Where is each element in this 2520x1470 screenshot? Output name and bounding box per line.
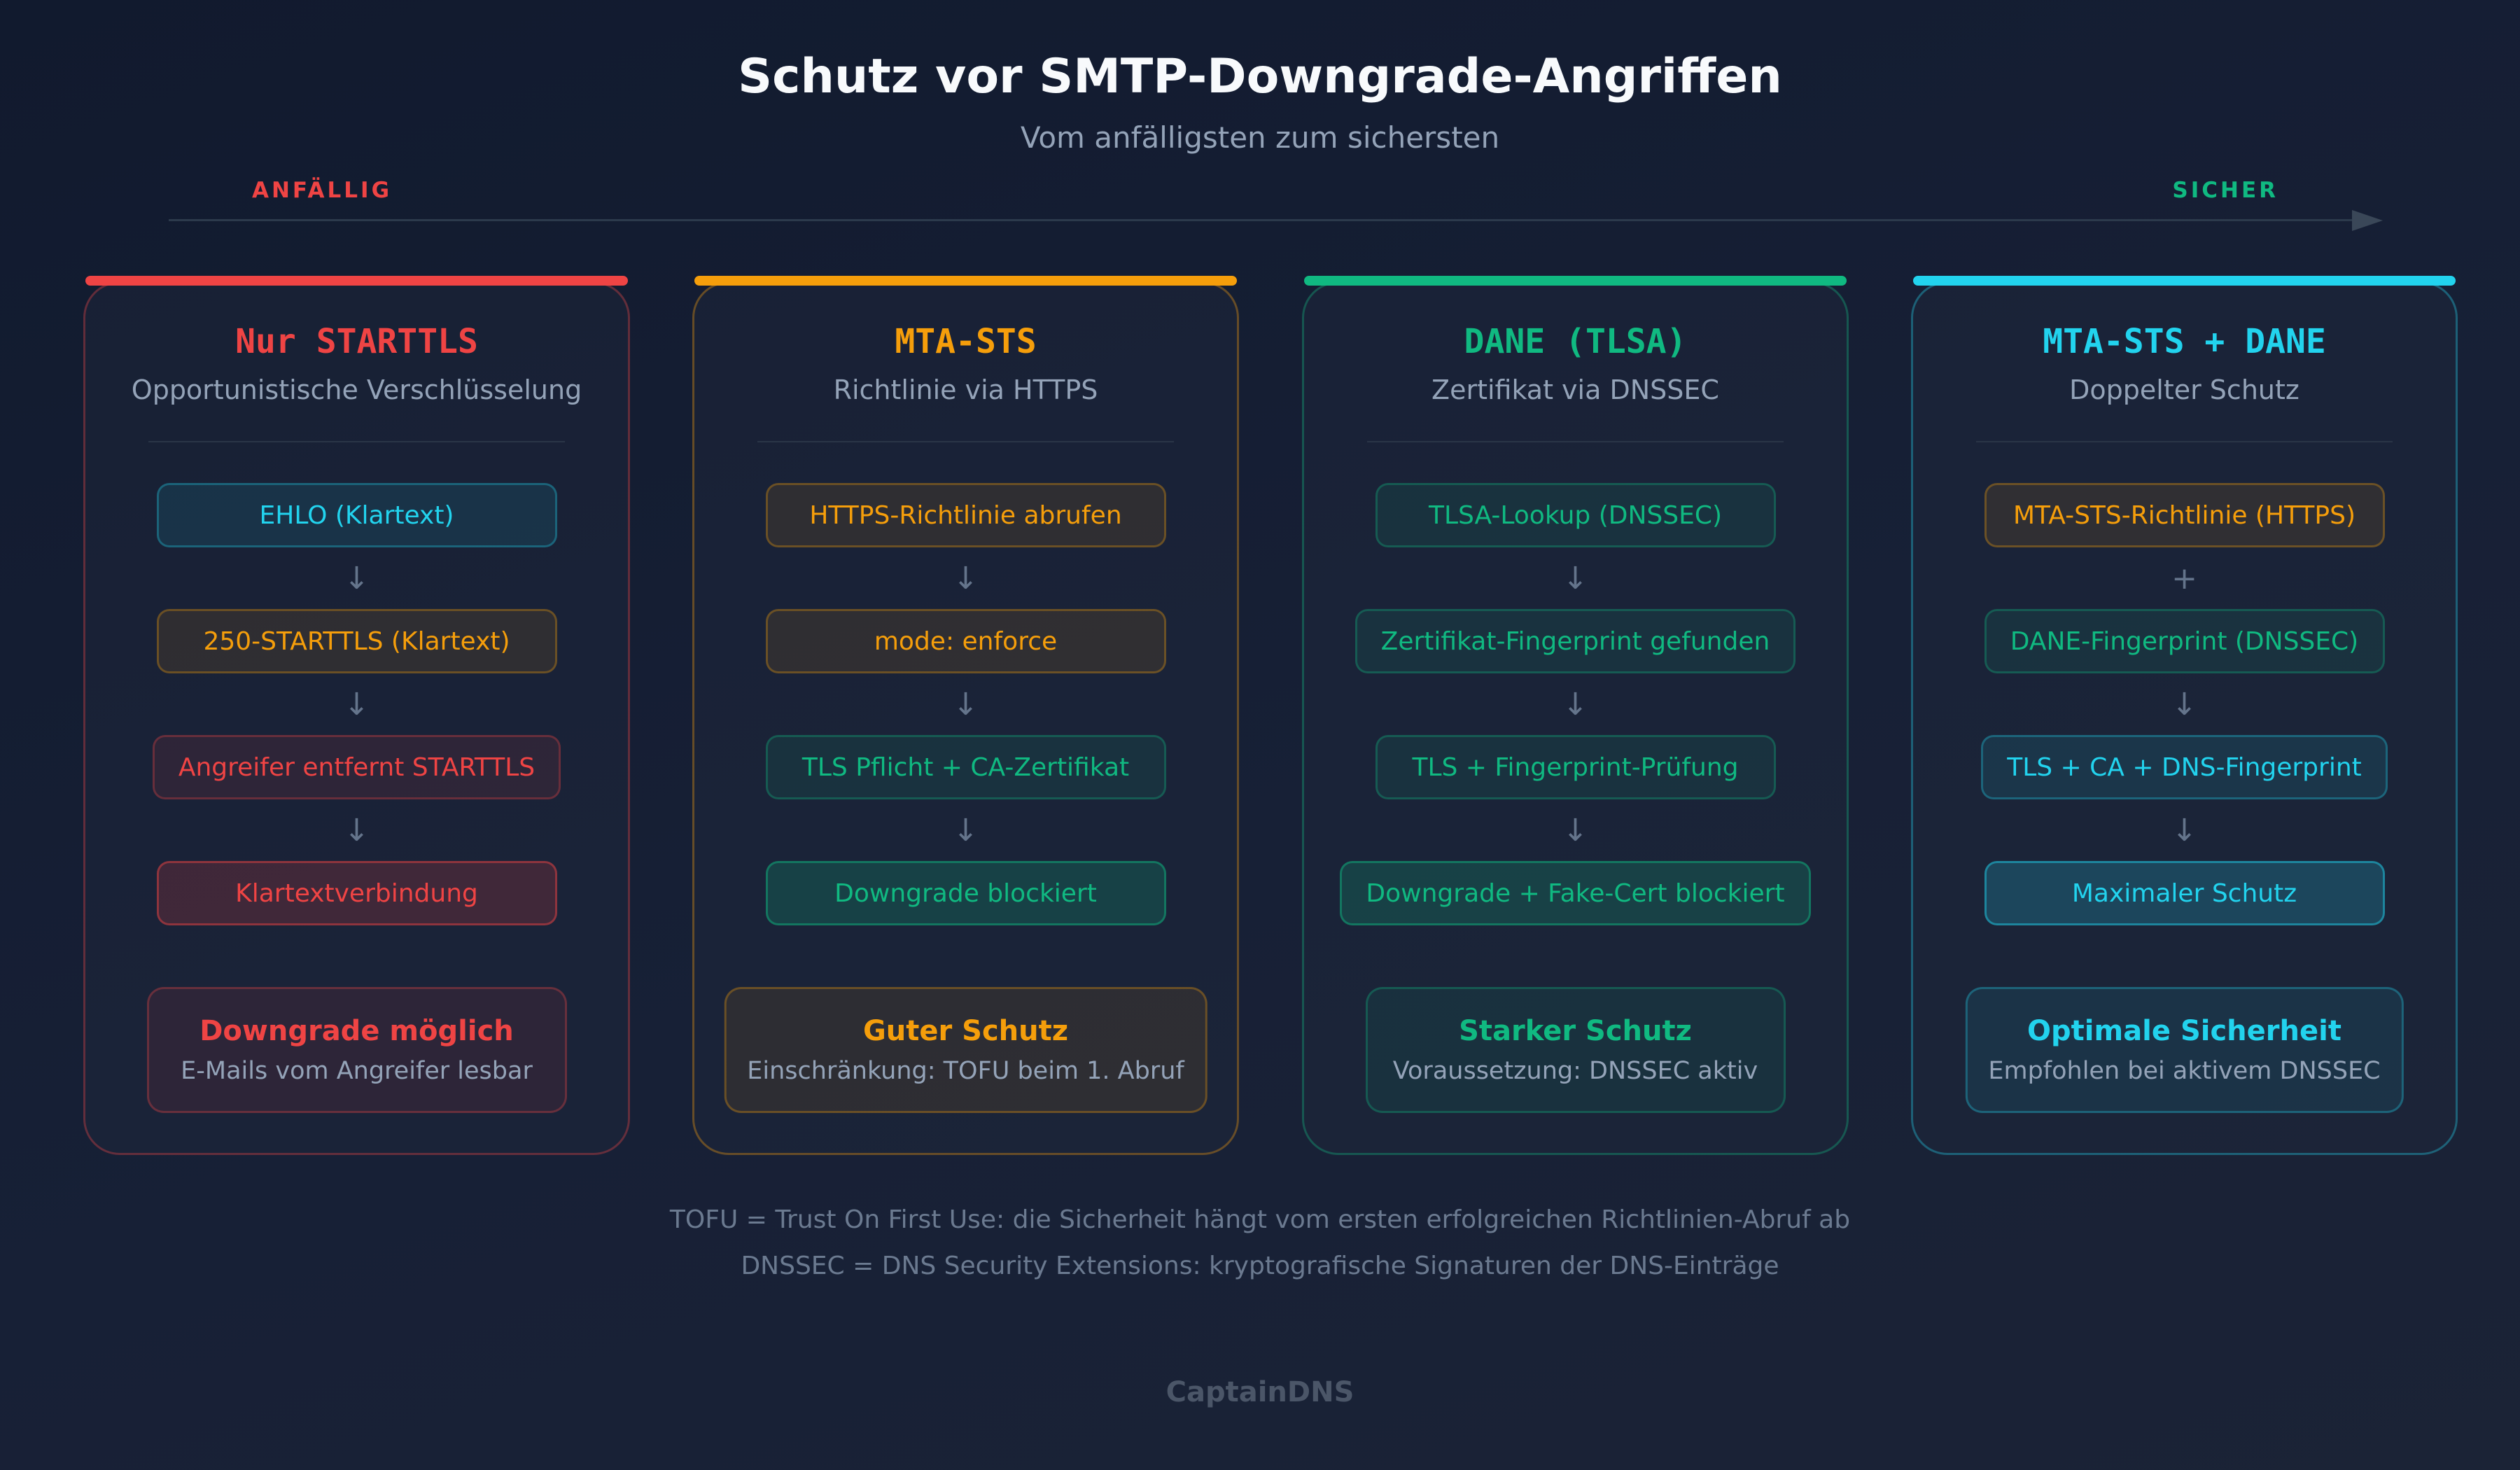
result-subtitle: Empfohlen bei aktivem DNSSEC bbox=[1988, 1057, 2381, 1085]
column-accent-bar bbox=[1304, 276, 1847, 286]
step-list: MTA-STS-Richtlinie (HTTPS) + DANE-Fingerpr… bbox=[1913, 483, 2456, 925]
result-box: Guter Schutz Einschränkung: TOFU beim 1. … bbox=[724, 987, 1208, 1113]
flow-step: Klartextverbindung bbox=[156, 861, 557, 925]
result-box: Optimale Sicherheit Empfohlen bei aktivem… bbox=[1965, 987, 2404, 1113]
result-box: Starker Schutz Voraussetzung: DNSSEC akti… bbox=[1365, 987, 1786, 1113]
arrow-down-icon: ↓ bbox=[1562, 560, 1588, 596]
column-accent-bar bbox=[694, 276, 1237, 286]
flow-step: MTA-STS-Richtlinie (HTTPS) bbox=[1984, 483, 2385, 547]
flow-step: Maximaler Schutz bbox=[1984, 861, 2385, 925]
column-subtitle: Opportunistische Verschlüsselung bbox=[131, 374, 582, 405]
step-list: TLSA-Lookup (DNSSEC) ↓ Zertifikat-Fingerpr… bbox=[1304, 483, 1847, 925]
scale-label-secure: SICHER bbox=[2172, 178, 2278, 203]
column-accent-bar bbox=[85, 276, 628, 286]
result-subtitle: E-Mails vom Angreifer lesbar bbox=[181, 1057, 533, 1085]
flow-step: 250-STARTTLS (Klartext) bbox=[156, 609, 557, 673]
flow-step: Zertifikat-Fingerprint gefunden bbox=[1354, 609, 1796, 673]
arrow-down-icon: ↓ bbox=[953, 560, 979, 596]
column-title: DANE (TLSA) bbox=[1464, 322, 1687, 361]
scale-label-vulnerable: ANFÄLLIG bbox=[252, 178, 393, 203]
column-card: DANE (TLSA) Zertifikat via DNSSEC TLSA-Loo… bbox=[1302, 276, 1849, 1155]
flow-step: HTTPS-Richtlinie abrufen bbox=[765, 483, 1166, 547]
flow-step: TLS + Fingerprint-Prüfung bbox=[1375, 735, 1776, 799]
arrow-down-icon: ↓ bbox=[1562, 686, 1588, 722]
arrow-down-icon: ↓ bbox=[344, 560, 370, 596]
arrow-down-icon: ↓ bbox=[344, 812, 370, 848]
column-card: MTA-STS Richtlinie via HTTPS HTTPS-Richtli… bbox=[692, 276, 1239, 1155]
column-accent-bar bbox=[1913, 276, 2456, 286]
column-card: MTA-STS + DANE Doppelter Schutz MTA-STS-Ri… bbox=[1911, 276, 2458, 1155]
flow-step: TLSA-Lookup (DNSSEC) bbox=[1375, 483, 1776, 547]
arrow-down-icon: ↓ bbox=[953, 686, 979, 722]
column-subtitle: Doppelter Schutz bbox=[2069, 374, 2300, 405]
page-subtitle: Vom anfälligsten zum sichersten bbox=[1020, 120, 1500, 155]
flow-step: TLS Pflicht + CA-Zertifikat bbox=[765, 735, 1166, 799]
arrow-down-icon: ↓ bbox=[2171, 686, 2197, 722]
column-title: MTA-STS + DANE bbox=[2043, 322, 2326, 361]
result-title: Downgrade möglich bbox=[200, 1015, 514, 1047]
divider bbox=[1976, 441, 2393, 442]
divider bbox=[148, 441, 565, 442]
arrow-down-icon: ↓ bbox=[1562, 812, 1588, 848]
column-subtitle: Richtlinie via HTTPS bbox=[833, 374, 1098, 405]
arrow-right-icon bbox=[2352, 210, 2383, 231]
brand-logo-text: CaptainDNS bbox=[1166, 1376, 1354, 1408]
result-subtitle: Einschränkung: TOFU beim 1. Abruf bbox=[747, 1057, 1184, 1085]
column-card: Nur STARTTLS Opportunistische Verschlüsse… bbox=[83, 276, 630, 1155]
result-subtitle: Voraussetzung: DNSSEC aktiv bbox=[1392, 1057, 1758, 1085]
result-box: Downgrade möglich E-Mails vom Angreifer l… bbox=[146, 987, 567, 1113]
arrow-down-icon: ↓ bbox=[2171, 812, 2197, 848]
flow-step: Downgrade blockiert bbox=[765, 861, 1166, 925]
flow-step: mode: enforce bbox=[765, 609, 1166, 673]
flow-step: Downgrade + Fake-Cert blockiert bbox=[1340, 861, 1811, 925]
arrow-down-icon: ↓ bbox=[953, 812, 979, 848]
page-title: Schutz vor SMTP-Downgrade-Angriffen bbox=[738, 49, 1782, 104]
flow-step: TLS + CA + DNS-Fingerprint bbox=[1981, 735, 2388, 799]
result-title: Starker Schutz bbox=[1459, 1015, 1692, 1047]
divider bbox=[757, 441, 1174, 442]
scale-arrow-line bbox=[169, 219, 2367, 221]
column-subtitle: Zertifikat via DNSSEC bbox=[1432, 374, 1719, 405]
footnote-tofu: TOFU = Trust On First Use: die Sicherhei… bbox=[669, 1205, 1851, 1234]
arrow-down-icon: ↓ bbox=[344, 686, 370, 722]
divider bbox=[1367, 441, 1784, 442]
flow-step: Angreifer entfernt STARTTLS bbox=[152, 735, 561, 799]
result-title: Optimale Sicherheit bbox=[2027, 1015, 2342, 1047]
column-title: MTA-STS bbox=[895, 322, 1037, 361]
step-list: HTTPS-Richtlinie abrufen ↓ mode: enforce ↓ T… bbox=[694, 483, 1237, 925]
flow-step: DANE-Fingerprint (DNSSEC) bbox=[1984, 609, 2385, 673]
result-title: Guter Schutz bbox=[862, 1015, 1069, 1047]
footnote-dnssec: DNSSEC = DNS Security Extensions: krypto… bbox=[741, 1252, 1779, 1280]
flow-step: EHLO (Klartext) bbox=[156, 483, 557, 547]
step-list: EHLO (Klartext) ↓ 250-STARTTLS (Klartext) ↓… bbox=[85, 483, 628, 925]
column-title: Nur STARTTLS bbox=[235, 322, 478, 361]
plus-icon: + bbox=[2171, 560, 2197, 596]
